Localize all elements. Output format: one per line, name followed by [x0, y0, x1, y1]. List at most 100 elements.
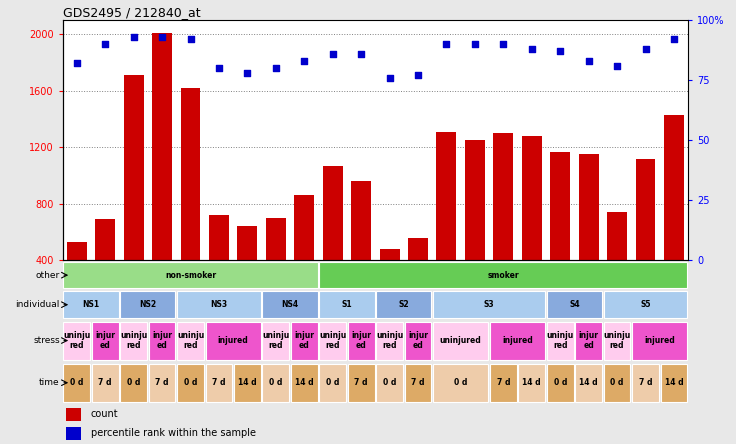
Bar — [205, 364, 233, 402]
Bar — [348, 364, 375, 402]
Bar — [604, 321, 631, 360]
Bar — [263, 291, 318, 318]
Bar — [149, 321, 175, 360]
Text: 0 d: 0 d — [184, 378, 197, 387]
Text: uninju
red: uninju red — [604, 331, 631, 350]
Text: 14 d: 14 d — [579, 378, 598, 387]
Text: S3: S3 — [484, 300, 495, 309]
Text: injured: injured — [644, 336, 675, 345]
Bar — [664, 115, 684, 317]
Bar — [319, 262, 687, 289]
Point — [554, 48, 566, 55]
Bar — [576, 321, 602, 360]
Bar — [319, 321, 346, 360]
Text: 0 d: 0 d — [326, 378, 339, 387]
Text: NS2: NS2 — [139, 300, 157, 309]
Text: S5: S5 — [640, 300, 651, 309]
Bar — [376, 291, 431, 318]
Bar — [266, 218, 286, 317]
Text: S2: S2 — [398, 300, 409, 309]
Bar — [63, 262, 318, 289]
Bar — [380, 249, 400, 317]
Point — [327, 50, 339, 57]
Bar — [263, 364, 289, 402]
Point — [469, 40, 481, 48]
Bar — [522, 136, 542, 317]
Bar — [294, 195, 314, 317]
Bar — [604, 291, 687, 318]
Point — [71, 59, 82, 67]
Bar — [661, 364, 687, 402]
Text: 7 d: 7 d — [497, 378, 510, 387]
Bar — [319, 364, 346, 402]
Bar — [632, 321, 687, 360]
Bar — [92, 364, 118, 402]
Bar — [63, 291, 118, 318]
Text: 0 d: 0 d — [127, 378, 141, 387]
Text: 7 d: 7 d — [212, 378, 226, 387]
Bar — [607, 212, 627, 317]
Bar — [149, 364, 175, 402]
Bar — [209, 215, 229, 317]
Text: smoker: smoker — [487, 271, 519, 280]
Bar — [632, 364, 659, 402]
Point — [241, 69, 253, 76]
Text: NS1: NS1 — [82, 300, 99, 309]
Text: uninju
red: uninju red — [547, 331, 574, 350]
Bar — [177, 291, 261, 318]
Bar — [120, 321, 147, 360]
Bar — [490, 364, 517, 402]
Point — [213, 64, 225, 71]
Bar — [547, 321, 573, 360]
Bar — [518, 364, 545, 402]
Text: 7 d: 7 d — [639, 378, 652, 387]
Text: NS4: NS4 — [281, 300, 299, 309]
Bar — [319, 291, 375, 318]
Point — [498, 40, 509, 48]
Text: uninjured: uninjured — [440, 336, 481, 345]
Bar — [408, 238, 428, 317]
Text: uninju
red: uninju red — [120, 331, 147, 350]
Bar — [238, 226, 258, 317]
Point — [526, 45, 538, 52]
Point — [355, 50, 367, 57]
Point — [441, 40, 453, 48]
Bar — [67, 242, 87, 317]
Text: 14 d: 14 d — [238, 378, 257, 387]
Text: uninju
red: uninju red — [63, 331, 91, 350]
Text: percentile rank within the sample: percentile rank within the sample — [91, 428, 255, 438]
Text: uninju
red: uninju red — [319, 331, 347, 350]
Text: 0 d: 0 d — [553, 378, 567, 387]
Bar — [120, 364, 147, 402]
Point — [128, 33, 140, 40]
Text: individual: individual — [15, 300, 60, 309]
Text: injur
ed: injur ed — [351, 331, 371, 350]
Text: 14 d: 14 d — [295, 378, 314, 387]
Bar — [578, 155, 598, 317]
Bar — [152, 33, 172, 317]
Bar — [66, 408, 81, 421]
Bar — [433, 321, 488, 360]
Point — [383, 74, 395, 81]
Point — [185, 36, 197, 43]
Text: 0 d: 0 d — [383, 378, 396, 387]
Text: S1: S1 — [342, 300, 353, 309]
Bar — [180, 88, 200, 317]
Text: stress: stress — [33, 336, 60, 345]
Bar — [351, 181, 371, 317]
Bar — [348, 321, 375, 360]
Bar — [263, 321, 289, 360]
Bar — [547, 291, 602, 318]
Text: injur
ed: injur ed — [152, 331, 172, 350]
Point — [99, 40, 111, 48]
Text: 7 d: 7 d — [155, 378, 169, 387]
Bar — [405, 364, 431, 402]
Text: 0 d: 0 d — [269, 378, 283, 387]
Text: 0 d: 0 d — [610, 378, 623, 387]
Bar — [490, 321, 545, 360]
Point — [412, 72, 424, 79]
Bar — [576, 364, 602, 402]
Bar — [66, 427, 81, 440]
Text: injur
ed: injur ed — [294, 331, 314, 350]
Bar — [436, 132, 456, 317]
